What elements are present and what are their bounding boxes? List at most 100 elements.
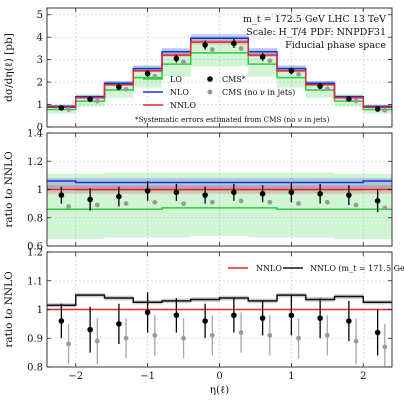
y-tick-label: 4: [37, 33, 43, 44]
y-axis-title: dσ/dη(ℓ) [pb]: [3, 33, 15, 102]
series-line-nlo: [47, 180, 392, 184]
y-tick-label: 3: [37, 55, 43, 66]
annotation-text: Scale: H_T/4 PDF: NNPDF31: [246, 27, 386, 38]
data-point-cms-nonu: [181, 201, 186, 207]
data-point-cms-nonu: [152, 199, 158, 205]
y-tick-label: 0.8: [27, 213, 43, 224]
panel-mass: 0.8 0.9 1 1.1 1.2 ratio to NNLO −2 −1 0 1 2 η(ℓ) NNL…: [3, 248, 404, 397]
y-tick-label: 5: [37, 10, 43, 21]
data-point-cms: [374, 106, 381, 112]
data-point-cms-nonu: [94, 202, 100, 208]
data-point-cms-nonu: [296, 335, 301, 341]
band-lo: [248, 172, 277, 238]
data-point-cms-nonu: [152, 73, 158, 79]
data-point-cms-nonu: [324, 199, 330, 205]
y-tick-label: 1.1: [27, 276, 43, 287]
data-point-cms: [173, 189, 180, 196]
y-tick-label: 1.4: [27, 129, 43, 140]
x-tick-label: 2: [360, 371, 366, 382]
legend-label: NLO: [170, 88, 189, 97]
y-tick-label: 2: [37, 78, 43, 89]
x-tick-label: −1: [140, 371, 155, 382]
data-point-cms: [317, 315, 323, 321]
band-lo: [305, 172, 335, 238]
data-point-cms: [202, 192, 208, 198]
data-point-cms-nonu: [353, 98, 359, 104]
footnote-text: *Systematic errors estimated from CMS (n…: [135, 115, 330, 124]
legend-label: CMS*: [222, 75, 246, 84]
y-tick-label: 1.2: [27, 248, 43, 259]
series-line-nnlo: [47, 41, 392, 108]
legend-label: CMS (no ν in jets): [222, 88, 295, 97]
y-axis-title: ratio to NNLO: [3, 151, 15, 228]
data-point-cms: [317, 190, 323, 197]
data-point-cms: [173, 312, 180, 319]
data-point-cms-nonu: [296, 71, 301, 77]
data-point-cms-nonu: [382, 205, 388, 211]
y-axis-title: ratio to NNLO: [3, 271, 15, 348]
data-point-cms-nonu: [209, 199, 215, 205]
data-point-cms-nonu: [94, 338, 100, 344]
band-nlo: [363, 178, 392, 190]
legend-label: NNLO: [256, 264, 282, 273]
legend-label: LO: [170, 75, 182, 84]
data-point-cms-nonu: [209, 332, 215, 338]
data-point-cms-nonu: [324, 86, 330, 92]
y-tick-label: 0.8: [27, 363, 43, 374]
legend-marker-cms-nonu: [207, 89, 213, 95]
panel-plot-area: [47, 252, 392, 367]
data-point-cms-nonu: [382, 344, 388, 350]
annotation-text: Fiducial phase space: [285, 40, 386, 51]
data-point-cms: [231, 189, 237, 196]
data-point-cms: [144, 70, 151, 77]
data-point-cms: [116, 321, 122, 327]
data-point-cms-nonu: [66, 341, 71, 347]
x-tick-label: 0: [216, 371, 222, 382]
data-point-cms: [87, 96, 93, 102]
data-point-cms: [144, 309, 151, 316]
data-point-cms-nonu: [296, 201, 301, 207]
data-point-cms-nonu: [267, 332, 273, 338]
y-tick-label: 0: [37, 123, 43, 134]
data-point-cms-nonu: [123, 86, 129, 92]
data-point-cms: [374, 198, 381, 204]
data-point-cms: [116, 193, 122, 200]
x-tick-label: 1: [288, 371, 294, 382]
data-point-cms-nonu: [123, 335, 129, 341]
data-point-cms-nonu: [152, 332, 158, 338]
data-point-cms: [87, 326, 93, 333]
band-nlo: [47, 178, 76, 190]
data-point-cms: [87, 196, 93, 203]
band-nlo: [75, 178, 105, 191]
band-nlo: [248, 178, 277, 191]
y-tick-label: 1: [37, 100, 43, 111]
panel-ratio: 0.6 0.8 1 1.2 1.4 ratio to NNLO: [3, 129, 393, 253]
data-point-cms: [346, 318, 352, 324]
data-point-cms-nonu: [66, 107, 71, 112]
data-point-cms: [288, 189, 295, 196]
band-lo: [162, 172, 191, 238]
data-point-cms: [259, 190, 266, 197]
data-point-cms-nonu: [94, 98, 100, 104]
data-point-cms-nonu: [238, 330, 244, 335]
panel-xsec: 0 1 2 3 4 5 dσ/dη(ℓ) [pb] m_t = 172.5 GeV LHC 1…: [3, 7, 393, 134]
panel-plot-area: [47, 133, 392, 246]
data-point-cms-nonu: [267, 199, 273, 205]
data-point-cms: [202, 318, 208, 324]
data-point-cms-nonu: [238, 198, 244, 204]
data-point-cms: [288, 312, 295, 319]
data-point-cms: [346, 192, 352, 198]
data-point-cms: [231, 312, 237, 319]
data-point-cms: [346, 96, 352, 102]
x-axis-title: η(ℓ): [210, 384, 230, 396]
data-point-cms-nonu: [209, 47, 215, 52]
legend-label: NNLO (m_t = 171.5 GeV): [310, 264, 404, 273]
data-point-cms: [259, 315, 266, 321]
data-point-cms: [231, 40, 237, 47]
series-line-nnlo-m-t-171-5-gev-: [47, 294, 392, 306]
data-point-cms: [173, 55, 180, 62]
data-point-cms: [58, 105, 65, 111]
data-point-cms-nonu: [66, 204, 71, 209]
